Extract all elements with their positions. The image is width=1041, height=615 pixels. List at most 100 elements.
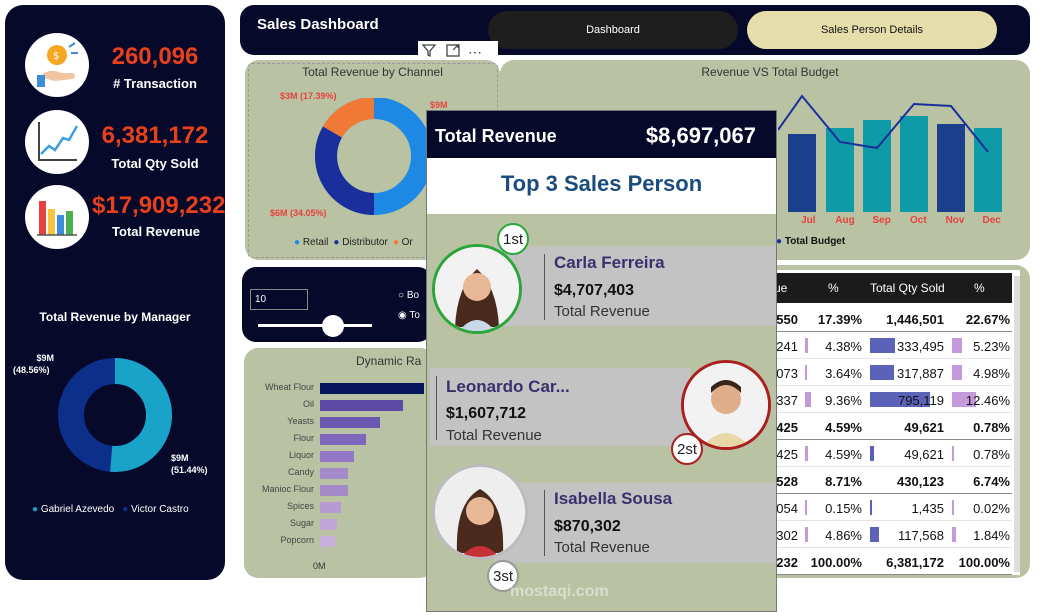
- table-cell-revenue: 425: [776, 447, 798, 462]
- person-3-name: Isabella Sousa: [554, 489, 673, 508]
- dynamic-bar-chart[interactable]: Wheat Flour Oil Yeasts Flour Liquor Candy Mani…: [246, 382, 426, 552]
- table-cell-pct-1: 8.71%: [825, 474, 862, 489]
- channel-donut[interactable]: [314, 98, 434, 218]
- table-header: ue % Total Qty Sold %: [770, 273, 1012, 303]
- manager-legend: ● Gabriel Azevedo ● Victor Castro: [32, 504, 189, 515]
- left-panel: [5, 5, 225, 580]
- table-header-qty[interactable]: Total Qty Sold: [870, 281, 945, 295]
- table-header-pct-2[interactable]: %: [974, 281, 985, 295]
- table-cell-pct-2: 12.46%: [965, 393, 1010, 408]
- legend-item-victor[interactable]: ● Victor Castro: [122, 504, 189, 515]
- table-row-divider: [770, 412, 1012, 413]
- bar-oct: [900, 116, 928, 212]
- table-cell-qty: 795,119: [897, 393, 944, 408]
- person-3-avatar[interactable]: [432, 464, 528, 560]
- table-cell-qty: 117,568: [897, 528, 944, 543]
- manager-pct-b: (51.44%): [171, 465, 208, 475]
- person-2-rank-badge: 2st: [671, 433, 703, 465]
- budget-legend[interactable]: ● Total Budget: [776, 236, 846, 247]
- dynamic-bar[interactable]: [320, 468, 348, 479]
- table-cell-pct-1: 0.15%: [825, 501, 862, 516]
- top-n-input[interactable]: [250, 289, 308, 310]
- tab-dashboard[interactable]: Dashboard: [488, 11, 738, 49]
- more-options-icon[interactable]: ⋯: [468, 43, 482, 60]
- tick-aug: Aug: [835, 215, 855, 226]
- kpi-transaction-value: 260,096: [111, 43, 199, 70]
- table-row-divider: [770, 385, 1012, 386]
- top-n-slider-handle[interactable]: [322, 315, 344, 337]
- visual-toolbar: ⋯: [418, 41, 498, 63]
- kpi-transaction-label: # Transaction: [113, 76, 197, 91]
- radio-option-2[interactable]: ◉ To: [398, 310, 420, 321]
- overlay-total-label: Total Revenue: [435, 126, 557, 146]
- bar-nov: [937, 124, 965, 212]
- legend-item-other[interactable]: ● Or: [392, 237, 413, 248]
- manager-label-b: $9M: [171, 453, 189, 463]
- table-row-divider: [770, 466, 1012, 467]
- table-cell-qty: 1,446,501: [886, 312, 944, 327]
- channel-donut-slice-other: [322, 98, 375, 139]
- person-card-3[interactable]: [494, 483, 776, 563]
- top-n-slider-track[interactable]: [258, 324, 372, 327]
- person-card-2[interactable]: [430, 368, 690, 446]
- overlay-title-bar: [427, 158, 776, 214]
- table-cell-pct-1: 100.00%: [810, 555, 862, 570]
- legend-item-retail[interactable]: ● Retail: [294, 237, 329, 248]
- table-cell-pct-2: 4.98%: [973, 366, 1010, 381]
- tick-dec: Dec: [982, 215, 1001, 226]
- kpi-qty-value: 6,381,172: [101, 122, 209, 149]
- table-header-pct-1[interactable]: %: [828, 281, 839, 295]
- filter-icon[interactable]: [420, 41, 438, 64]
- dynamic-bar[interactable]: [320, 434, 366, 445]
- manager-donut[interactable]: [55, 355, 175, 475]
- table-cell-pct-1: 4.38%: [825, 339, 862, 354]
- dynamic-bar[interactable]: [320, 502, 341, 513]
- tick-sep: Sep: [872, 215, 891, 226]
- dynamic-category-label: Yeasts: [287, 416, 314, 426]
- overlay-total-value: $8,697,067: [645, 123, 756, 148]
- dynamic-bar[interactable]: [320, 485, 348, 496]
- table-cell-qty: 333,495: [897, 339, 944, 354]
- table-header-revenue[interactable]: ue: [774, 281, 788, 295]
- dynamic-axis-label: 0M: [313, 561, 326, 571]
- table-scrollbar[interactable]: [1014, 276, 1020, 572]
- table-row-divider: [770, 439, 1012, 440]
- table-cell-revenue: 302: [776, 528, 798, 543]
- person-1-avatar[interactable]: [432, 244, 522, 334]
- focus-mode-icon[interactable]: [444, 41, 462, 64]
- tick-jul: Jul: [801, 215, 816, 226]
- table-cell-revenue: 528: [776, 474, 798, 489]
- table-cell-pct-1: 9.36%: [825, 393, 862, 408]
- table-bar-pct: [805, 500, 807, 515]
- radio-option-1[interactable]: ○ Bo: [398, 290, 420, 301]
- bar-jul: [788, 134, 816, 212]
- table-bar-qty: [870, 392, 930, 407]
- budget-line: [778, 94, 989, 153]
- dynamic-bar[interactable]: [320, 417, 380, 428]
- dynamic-bar[interactable]: [320, 383, 424, 394]
- table-row-divider: [770, 520, 1012, 521]
- table-cell-qty: 6,381,172: [886, 555, 944, 570]
- dynamic-category-label: Wheat Flour: [264, 382, 314, 392]
- person-2-avatar[interactable]: [681, 360, 771, 450]
- table-cell-revenue: 054: [776, 501, 798, 516]
- budget-chart-plot[interactable]: [778, 82, 1008, 212]
- person-card-1[interactable]: [494, 246, 776, 326]
- dynamic-bar[interactable]: [320, 519, 337, 530]
- dynamic-category-label: Oil: [303, 399, 314, 409]
- table-cell-pct-2: 5.23%: [973, 339, 1010, 354]
- table-bar-pct: [805, 338, 808, 353]
- dynamic-bar[interactable]: [320, 400, 403, 411]
- table-bar-qty: [870, 500, 872, 515]
- channel-label-right: $9M: [430, 100, 448, 110]
- legend-item-distributor[interactable]: ● Distributor: [333, 237, 388, 248]
- channel-label-bottom: $6M (34.05%): [270, 208, 327, 218]
- dynamic-bar[interactable]: [320, 536, 335, 547]
- table-bar-qty: [870, 527, 879, 542]
- tab-sales-person-details[interactable]: Sales Person Details: [747, 11, 997, 49]
- budget-x-axis: Jul Aug Sep Oct Nov Dec: [790, 215, 1010, 226]
- dynamic-bar[interactable]: [320, 451, 354, 462]
- legend-item-gabriel[interactable]: ● Gabriel Azevedo: [32, 504, 115, 515]
- person-1-revenue: $4,707,403: [554, 282, 635, 299]
- table-bar-pct: [805, 365, 807, 380]
